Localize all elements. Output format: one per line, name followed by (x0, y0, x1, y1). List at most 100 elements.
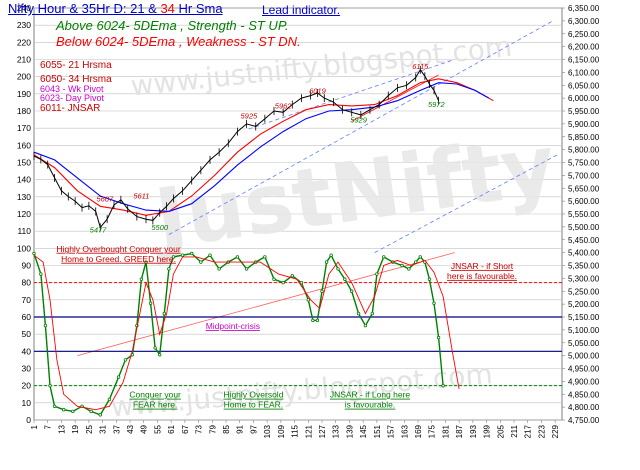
price-label: 5929 (350, 116, 368, 125)
left-axis: 0 10 20 30 40 50 60 70 80 90 100 110 120 130 140 150 160… (17, 3, 31, 425)
x-tick-label: 199 (483, 424, 492, 438)
oscillator-point (32, 251, 36, 256)
right-tick-label: 5,950.00 (568, 107, 600, 116)
left-tick-label: 90 (22, 261, 32, 271)
left-tick-label: 80 (22, 278, 32, 288)
oscillator-point (306, 298, 310, 302)
oscillator-point (407, 267, 411, 271)
right-tick-label: 5,350.00 (568, 262, 600, 271)
left-tick-label: 240 (17, 3, 31, 13)
left-tick-label: 180 (17, 106, 31, 116)
right-tick-label: 6,050.00 (568, 81, 600, 90)
x-tick-label: 115 (291, 424, 300, 437)
below-note: Below 6024- 5DEma , Weakness - ST DN. (56, 34, 301, 49)
oscillator-point (167, 267, 171, 271)
annotation-midpoint: Midpoint-crisis (206, 321, 260, 331)
x-tick-label: 211 (510, 424, 519, 437)
right-tick-label: 5,650.00 (568, 184, 600, 193)
right-tick-label: 5,450.00 (568, 236, 600, 245)
x-tick-label: 67 (181, 424, 190, 433)
right-tick-label: 5,150.00 (568, 313, 600, 322)
oscillator-point (263, 255, 267, 259)
oscillator-point (158, 353, 162, 357)
oscillator-point (217, 267, 221, 271)
x-tick-label: 163 (400, 424, 409, 438)
annotation-jnsar_long: JNSAR - if Long here (330, 390, 411, 400)
annotation-overbought: Home to Greed. GREED here. (61, 254, 176, 264)
x-tick-label: 151 (373, 424, 382, 438)
left-tick-label: 120 (17, 209, 31, 219)
x-tick-label: 181 (441, 424, 450, 438)
oscillator-point (199, 260, 203, 264)
annotation-jnsar_short: JNSAR - if Short (451, 261, 514, 271)
oscillator-point (52, 404, 57, 408)
oscillator-point (320, 289, 324, 293)
right-tick-label: 5,000.00 (568, 352, 600, 361)
legend-wk-pivot: 6043 - Wk Pivot (40, 84, 104, 94)
right-tick-label: 5,900.00 (568, 120, 600, 129)
oscillator-point (107, 397, 112, 402)
trendlines (77, 20, 558, 357)
x-tick-label: 223 (537, 424, 546, 438)
oscillator-point (244, 267, 249, 271)
x-tick-label: 103 (263, 424, 272, 438)
oscillator-point (116, 375, 121, 379)
trendline (77, 252, 455, 357)
x-tick-label: 145 (359, 424, 368, 438)
price-label: 5972 (428, 100, 446, 109)
oscillator-point (315, 318, 320, 323)
annotation-conquer_fear: Conquer your (129, 390, 181, 400)
legend-34-hrsma: 6050- 34 Hrsma (40, 74, 112, 85)
oscillator-point (235, 255, 240, 259)
x-tick-label: 55 (153, 424, 162, 433)
left-tick-label: 150 (17, 158, 31, 168)
chart-title: Nifty Hour & 35Hr D: 21 & 34 Hr Sma (8, 1, 223, 16)
oscillator-point (190, 251, 194, 256)
chart-subtitle: Lead indicator. (262, 3, 341, 17)
trendline (168, 20, 554, 235)
left-tick-label: 50 (22, 329, 32, 339)
right-tick-label: 5,550.00 (568, 210, 600, 219)
x-axis: 1 7 13 19 25 31 37 43 49 55 61 67 73 79 85 91 97 103 109 11… (30, 420, 560, 438)
right-tick-label: 5,500.00 (568, 223, 600, 232)
oscillator-point (71, 409, 75, 414)
left-tick-label: 160 (17, 140, 31, 150)
legend-jnsar: 6011- JNSAR (40, 103, 101, 114)
right-tick-label: 6,350.00 (568, 4, 600, 13)
oscillator-point (336, 267, 340, 271)
oscillator-point (432, 301, 436, 305)
oscillator-point (350, 289, 354, 293)
price-label: 5962 (275, 101, 293, 110)
left-tick-label: 210 (17, 55, 31, 65)
price-label: 5611 (133, 191, 149, 200)
x-tick-label: 187 (455, 424, 464, 438)
price-label: 6019 (309, 86, 327, 95)
left-tick-label: 30 (22, 364, 32, 374)
x-tick-label: 61 (167, 424, 176, 433)
x-tick-label: 85 (222, 424, 231, 433)
right-tick-label: 5,700.00 (568, 171, 600, 180)
oscillator-point (39, 272, 43, 276)
x-tick-label: 193 (469, 424, 478, 438)
left-tick-label: 60 (22, 312, 32, 322)
oscillator-point (400, 263, 404, 268)
oscillator-point (272, 277, 276, 281)
right-tick-label: 5,300.00 (568, 274, 600, 283)
x-tick-label: 109 (277, 424, 286, 438)
right-tick-label: 5,800.00 (568, 146, 600, 155)
x-tick-label: 97 (249, 424, 258, 433)
x-tick-label: 13 (57, 424, 66, 433)
x-tick-label: 157 (387, 424, 396, 438)
oscillator-point (98, 413, 102, 417)
x-tick-label: 25 (85, 424, 94, 433)
right-tick-label: 5,100.00 (568, 326, 600, 335)
trendline (248, 59, 455, 130)
left-tick-label: 100 (17, 243, 31, 253)
right-tick-label: 6,200.00 (568, 43, 600, 52)
left-tick-label: 220 (17, 37, 31, 47)
right-tick-label: 5,600.00 (568, 197, 600, 206)
oscillator-point (171, 255, 176, 259)
right-tick-label: 5,250.00 (568, 287, 600, 296)
